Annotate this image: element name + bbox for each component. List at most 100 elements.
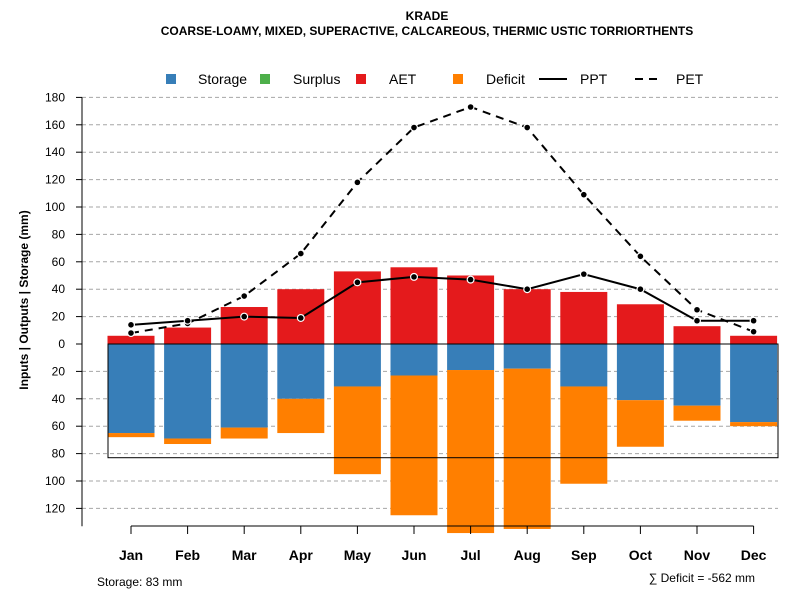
deficit-bar-dec [730,422,778,427]
x-tick-label-jun: Jun [402,547,427,563]
y-tick-label: 100 [45,200,65,214]
y-tick-label: 120 [45,501,65,515]
pet-point-dec [750,328,757,335]
chart-subtitle: COARSE-LOAMY, MIXED, SUPERACTIVE, CALCAR… [161,24,693,38]
deficit-bar-mar [220,427,268,439]
ppt-point-may [354,279,361,286]
ppt-point-feb [184,317,191,324]
deficit-footnote: ∑ Deficit = -562 mm [649,571,755,585]
x-tick-label-apr: Apr [289,547,314,563]
deficit-bar-may [333,386,381,475]
storage-bar-may [333,344,381,387]
aet-bar-jan [107,335,155,344]
x-tick-label-jan: Jan [119,547,143,563]
storage-bar-aug [503,344,551,369]
pet-point-oct [637,253,644,260]
axes: 0 20 40 60 80 100 120 140 160 180 20 40 60 80 100 120 Ja… [45,90,767,563]
storage-bar-nov [673,344,721,406]
ppt-point-jun [411,274,417,280]
x-tick-label-jul: Jul [460,547,480,563]
ppt-point-oct [637,286,644,293]
aet-bar-oct [616,304,664,344]
storage-bar-jan [107,344,155,434]
y-axis-label: Inputs | Outputs | Storage (mm) [17,210,31,389]
line-series [127,102,758,338]
pet-point-aug [524,124,530,131]
aet-bar-aug [503,289,551,344]
y-tick-label: 40 [52,282,66,296]
x-tick-label-feb: Feb [175,547,200,563]
aet-bar-jul [447,275,495,344]
pet-point-sep [581,191,587,198]
deficit-bar-oct [616,400,664,447]
ppt-point-jan [128,322,134,328]
ppt-point-aug [524,286,530,293]
ppt-line [130,273,754,326]
pet-point-mar [241,293,247,299]
legend-swatch-aet [356,74,366,84]
legend-swatch-storage [166,74,176,84]
y-tick-label: 160 [45,118,65,132]
ppt-point-nov [694,317,700,324]
x-tick-label-oct: Oct [629,547,653,563]
legend-swatch-surplus [260,74,270,84]
deficit-bar-apr [277,398,325,434]
y-tick-label: 40 [52,392,66,406]
deficit-bar-jan [107,433,155,438]
storage-footnote: Storage: 83 mm [97,575,182,589]
legend-label-aet: AET [389,71,417,87]
x-tick-label-dec: Dec [741,547,767,563]
y-tick-label: 0 [58,337,65,351]
deficit-bar-nov [673,405,721,421]
pet-point-nov [694,306,700,313]
ppt-point-apr [298,315,304,321]
legend-label-surplus: Surplus [293,71,340,87]
storage-bar-oct [616,344,664,401]
aet-bar-dec [730,335,778,344]
storage-bar-jul [447,344,495,371]
legend-label-deficit: Deficit [486,71,525,87]
pet-point-jul [467,104,474,110]
pet-point-jan [128,330,134,336]
storage-bar-sep [560,344,608,387]
legend-label-storage: Storage [198,71,247,87]
pet-point-may [354,179,361,186]
y-tick-label: 60 [52,255,66,269]
x-tick-label-sep: Sep [571,547,597,563]
bars [107,267,779,534]
legend-swatch-deficit [453,74,463,84]
deficit-bar-feb [164,438,212,445]
legend-label-ppt: PPT [580,71,608,87]
aet-bar-nov [673,326,721,344]
legend-label-pet: PET [676,71,704,87]
y-tick-label: 100 [45,474,65,488]
y-tick-label: 140 [45,145,65,159]
x-tick-label-nov: Nov [684,547,711,563]
deficit-bar-sep [560,386,608,484]
ppt-point-mar [241,313,247,320]
y-tick-label: 80 [52,227,66,241]
y-tick-label: 180 [45,90,65,104]
y-tick-label: 120 [45,173,65,187]
chart-title: KRADE [406,9,449,23]
deficit-bar-jul [447,370,495,534]
y-tick-label: 20 [52,310,66,324]
x-tick-label-mar: Mar [232,547,257,563]
storage-bar-apr [277,344,325,399]
aet-bar-feb [164,327,212,344]
ppt-point-sep [581,271,587,277]
y-tick-label: 60 [52,419,66,433]
y-tick-label: 80 [52,447,66,461]
storage-bar-mar [220,344,268,428]
y-tick-label: 20 [52,364,66,378]
ppt-point-dec [750,317,757,324]
pet-point-apr [298,250,304,257]
deficit-bar-aug [503,368,551,529]
deficit-bar-jun [390,375,438,516]
x-tick-label-aug: Aug [514,547,541,563]
ppt-point-jul [467,276,474,283]
storage-bar-dec [730,344,778,423]
aet-bar-sep [560,291,608,344]
storage-bar-jun [390,344,438,376]
